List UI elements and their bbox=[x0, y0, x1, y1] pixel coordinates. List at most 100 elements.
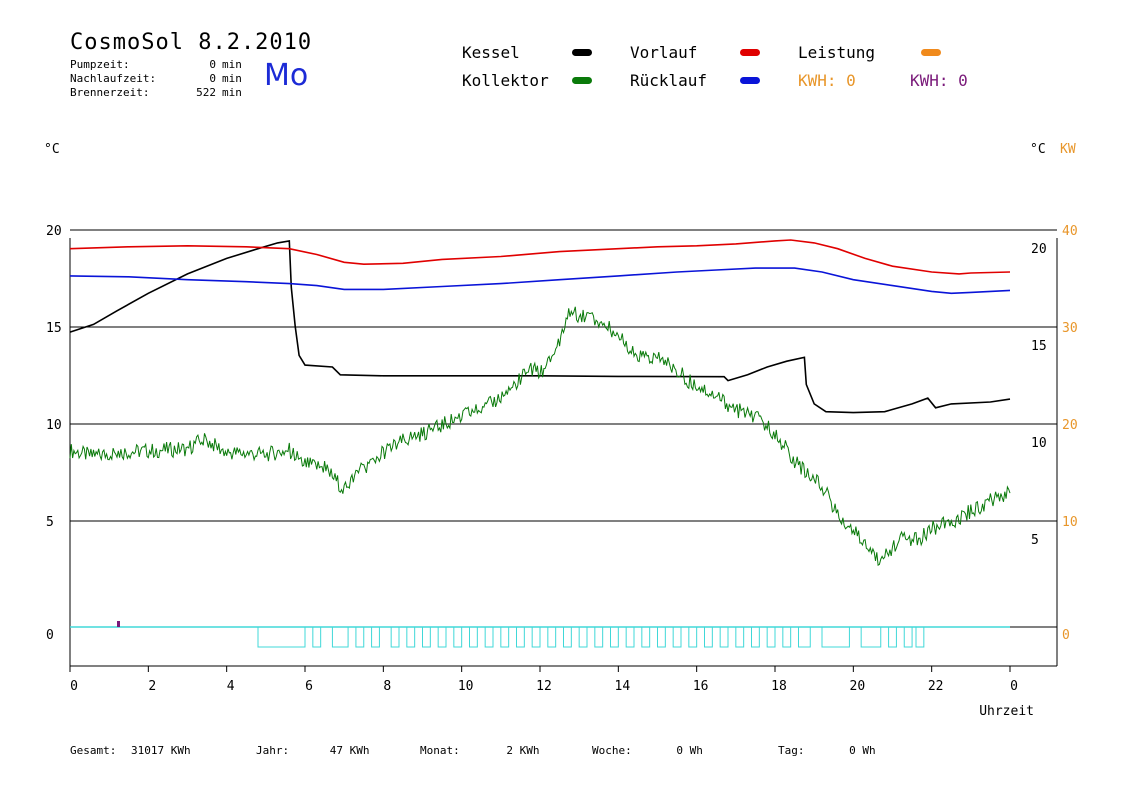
legend-label-leistung: Leistung bbox=[798, 43, 876, 62]
pump-cycle-mark bbox=[860, 626, 882, 648]
pump-cycle-mark bbox=[766, 626, 776, 648]
y-left-tick-label: 20 bbox=[46, 224, 62, 239]
pump-cycle-mark bbox=[406, 626, 416, 648]
event-marker bbox=[117, 621, 120, 627]
series-line-ruecklauf bbox=[69, 267, 1011, 295]
stat-value: 0 bbox=[209, 58, 216, 71]
y-right-kw-tick-label: 20 bbox=[1062, 418, 1078, 433]
pump-cycle-mark bbox=[500, 626, 510, 648]
legend-swatch-ruecklauf bbox=[740, 77, 760, 84]
x-tick-label: 16 bbox=[693, 679, 709, 694]
pump-cycle-mark bbox=[331, 626, 349, 648]
pump-cycle-mark bbox=[903, 626, 913, 648]
y-right-c-tick-label: 10 bbox=[1031, 436, 1047, 451]
pump-cycle-mark bbox=[888, 626, 897, 648]
pump-cycle-mark bbox=[547, 626, 557, 648]
stat-label: Pumpzeit: bbox=[70, 58, 130, 71]
footer-label: Woche: bbox=[592, 744, 632, 757]
stat-value: 0 bbox=[209, 72, 216, 85]
x-tick-label: 0 bbox=[70, 679, 78, 694]
pump-cycle-mark bbox=[735, 626, 745, 648]
pump-cycle-mark bbox=[371, 626, 380, 648]
pump-cycle-mark bbox=[469, 626, 478, 648]
legend-label-ruecklauf: Rücklauf bbox=[630, 71, 708, 90]
pump-cycle-mark bbox=[672, 626, 682, 648]
footer-month: Monat: 2 KWh bbox=[420, 744, 540, 757]
footer-value: 47 KWh bbox=[329, 744, 370, 757]
pump-cycle-mark bbox=[704, 626, 713, 648]
legend-swatch-kessel bbox=[572, 49, 592, 56]
pump-cycle-mark bbox=[257, 626, 306, 648]
pump-cycle-mark bbox=[484, 626, 494, 648]
pump-cycle-mark bbox=[437, 626, 447, 648]
x-tick-label: 12 bbox=[536, 679, 552, 694]
pump-cycle-mark bbox=[915, 626, 925, 648]
pump-cycle-mark bbox=[578, 626, 588, 648]
x-tick-label: 4 bbox=[227, 679, 235, 694]
y-right-kw-tick-label: 10 bbox=[1062, 515, 1078, 530]
kwh-value: 0 bbox=[846, 71, 856, 90]
footer-value: 2 KWh bbox=[506, 744, 540, 757]
pump-cycle-mark bbox=[422, 626, 431, 648]
pump-cycle-mark bbox=[798, 626, 811, 648]
footer-week: Woche: 0 Wh bbox=[592, 744, 703, 757]
pump-cycle-mark bbox=[782, 626, 792, 648]
x-tick-label: 6 bbox=[305, 679, 313, 694]
pump-cycle-mark bbox=[531, 626, 541, 648]
y-right-c-tick-label: 5 bbox=[1031, 533, 1039, 548]
pump-cycle-mark bbox=[821, 626, 850, 648]
pump-cycle-mark bbox=[625, 626, 635, 648]
legend-label-vorlauf: Vorlauf bbox=[630, 43, 698, 62]
kwh-value: 0 bbox=[958, 71, 968, 90]
legend-swatch-leistung bbox=[921, 49, 941, 56]
footer-value: 0 Wh bbox=[849, 744, 876, 757]
left-axis-unit: °C bbox=[44, 142, 60, 157]
legend-swatch-kollektor bbox=[572, 77, 592, 84]
stat-value: 522 bbox=[196, 86, 216, 99]
pump-cycle-mark bbox=[563, 626, 572, 648]
stat-unit: min bbox=[222, 72, 242, 85]
pump-cycle-mark bbox=[688, 626, 698, 648]
x-axis-title: Uhrzeit bbox=[979, 704, 1034, 719]
right-axis-unit: °C bbox=[1030, 142, 1046, 157]
legend-label-kollektor: Kollektor bbox=[462, 71, 549, 90]
footer-label: Monat: bbox=[420, 744, 460, 757]
y-left-tick-label: 5 bbox=[46, 515, 54, 530]
weekday-label: Mo bbox=[264, 58, 309, 93]
stat-row: Brennerzeit: 522 min bbox=[70, 86, 242, 100]
footer-label: Tag: bbox=[778, 744, 805, 757]
pump-cycle-mark bbox=[719, 626, 729, 648]
x-tick-label: 14 bbox=[615, 679, 631, 694]
legend-label-kessel: Kessel bbox=[462, 43, 520, 62]
stat-label: Nachlaufzeit: bbox=[70, 72, 157, 85]
footer-label: Gesamt: bbox=[70, 744, 117, 757]
stat-label: Brennerzeit: bbox=[70, 86, 150, 99]
series-line-kollektor bbox=[69, 306, 1011, 567]
pump-cycle-mark bbox=[594, 626, 604, 648]
y-right-c-tick-label: 15 bbox=[1031, 339, 1047, 354]
x-tick-label: 18 bbox=[771, 679, 787, 694]
x-tick-label: 0 bbox=[1010, 679, 1018, 694]
kwh-label: KWH: bbox=[910, 71, 949, 90]
x-tick-label: 2 bbox=[148, 679, 156, 694]
y-right-kw-tick-label: 0 bbox=[1062, 628, 1070, 643]
pump-cycle-mark bbox=[610, 626, 619, 648]
legend-swatch-vorlauf bbox=[740, 49, 760, 56]
runtime-stats: Pumpzeit: 0 min Nachlaufzeit: 0 min Bren… bbox=[70, 58, 242, 100]
pump-cycle-mark bbox=[355, 626, 365, 648]
pump-cycle-mark bbox=[516, 626, 525, 648]
footer-day: Tag: 0 Wh bbox=[778, 744, 876, 757]
pump-cycle-mark bbox=[390, 626, 400, 648]
x-tick-label: 8 bbox=[383, 679, 391, 694]
stat-unit: min bbox=[222, 86, 242, 99]
stat-row: Pumpzeit: 0 min bbox=[70, 58, 242, 72]
footer-value: 0 Wh bbox=[676, 744, 703, 757]
series-line-vorlauf bbox=[69, 239, 1011, 275]
x-tick-label: 22 bbox=[928, 679, 944, 694]
footer-value: 31017 KWh bbox=[130, 744, 191, 757]
y-left-tick-label: 15 bbox=[46, 321, 62, 336]
x-tick-label: 20 bbox=[850, 679, 866, 694]
y-left-tick-label: 0 bbox=[46, 628, 54, 643]
kwh-readout-leistung: KWH: 0 bbox=[798, 71, 856, 90]
